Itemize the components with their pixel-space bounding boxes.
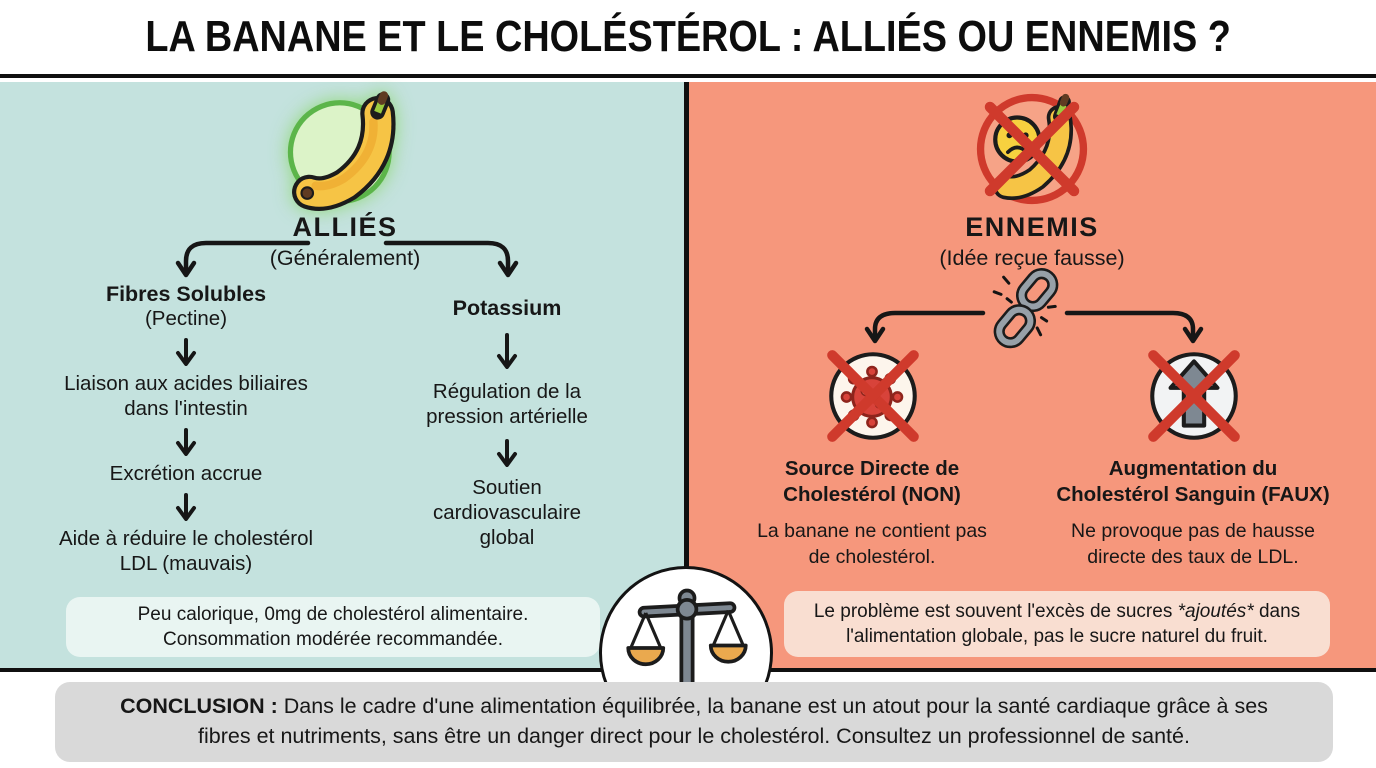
potassium-flow: Potassium Régulation de la pression arté… (357, 296, 657, 550)
claim-text: La banane ne contient pas de cholestérol… (757, 520, 987, 568)
banana-icon (281, 86, 407, 217)
flow-step: Liaison aux acides biliaires dans l'inte… (64, 372, 308, 420)
allies-panel: ALLIÉS (Généralement) Fibres Solubles (P… (0, 82, 684, 672)
header: LA BANANE ET LE CHOLÉSTÉROL : ALLIÉS OU … (0, 0, 1376, 78)
branch-title: Fibres Solubles (105, 282, 267, 306)
note-text: Le problème est souvent l'excès de sucre… (813, 600, 1178, 622)
flow-step: Régulation de la pression artérielle (426, 380, 588, 428)
ennemis-panel: ENNEMIS (Idée reçue fausse) (689, 82, 1376, 672)
down-arrow-icon (497, 333, 517, 369)
conclusion-label: CONCLUSION : (120, 694, 278, 719)
down-arrow-icon (497, 439, 517, 467)
claim-title-line: Source Directe de (784, 457, 960, 480)
conclusion-text: Dans le cadre d'une alimentation équilib… (198, 694, 1268, 748)
note-emphasis: *ajoutés* (1177, 600, 1254, 622)
flow-step: Soutien cardiovasculaire global (432, 476, 582, 549)
claim-source-directe: Source Directe de Cholestérol (NON) La b… (712, 456, 1032, 570)
fibres-solubles-flow: Fibres Solubles (Pectine) Liaison aux ac… (36, 282, 336, 576)
ennemis-subheading: (Idée reçue fausse) (939, 246, 1125, 270)
flow-step: Excrétion accrue (109, 462, 263, 485)
claim-text: Ne provoque pas de hausse directe des ta… (1071, 520, 1315, 568)
note-text: dans l'alimentation globale, pas le sucr… (846, 600, 1301, 647)
ennemis-note: Le problème est souvent l'excès de sucre… (784, 591, 1330, 657)
ennemis-heading: ENNEMIS (965, 212, 1099, 242)
allies-note: Peu calorique, 0mg de cholestérol alimen… (66, 597, 600, 657)
branch-subtitle: (Pectine) (144, 307, 228, 330)
cholesterol-molecule-crossed-icon (817, 340, 929, 457)
panel-divider (684, 82, 689, 676)
allies-subheading: (Généralement) (269, 246, 421, 270)
note-line: Consommation modérée recommandée. (162, 629, 504, 650)
banana-crossed-icon (969, 86, 1095, 217)
branch-title: Potassium (452, 296, 562, 320)
rising-arrow-crossed-icon (1138, 340, 1250, 457)
note-line: Peu calorique, 0mg de cholestérol alimen… (137, 603, 529, 625)
down-arrow-icon (176, 493, 196, 521)
claim-title-line: Cholestérol Sanguin (FAUX) (1056, 482, 1330, 506)
conclusion-bar: CONCLUSION : Dans le cadre d'une aliment… (55, 682, 1333, 762)
allies-branch-arrows (175, 240, 519, 278)
broken-chain-icon (983, 266, 1069, 357)
page-title: LA BANANE ET LE CHOLÉSTÉROL : ALLIÉS OU … (145, 12, 1231, 61)
claim-augmentation: Augmentation du Cholestérol Sanguin (FAU… (1033, 456, 1353, 570)
flow-step: Aide à réduire le cholestérol LDL (mauva… (58, 527, 314, 575)
allies-heading: ALLIÉS (292, 212, 398, 242)
ennemis-branch-arrows (864, 310, 1204, 344)
claim-title-line: Cholestérol (NON) (783, 482, 961, 506)
down-arrow-icon (176, 428, 196, 456)
claim-title-line: Augmentation du (1108, 457, 1278, 480)
down-arrow-icon (176, 338, 196, 366)
